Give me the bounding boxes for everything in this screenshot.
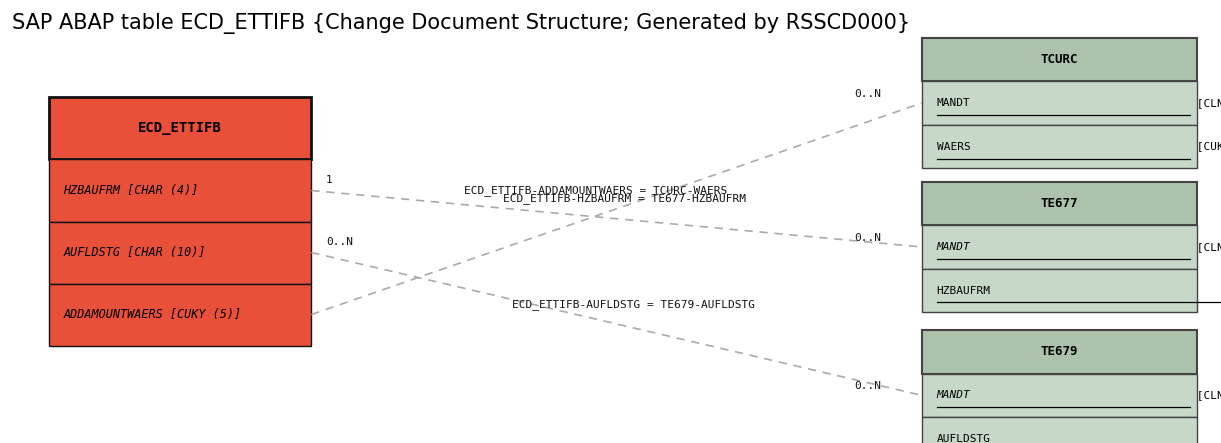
Text: MANDT: MANDT — [937, 242, 971, 252]
Text: MANDT: MANDT — [937, 390, 971, 400]
Text: 0..N: 0..N — [855, 381, 882, 391]
FancyBboxPatch shape — [922, 417, 1197, 443]
Text: ECD_ETTIFB-AUFLDSTG = TE679-AUFLDSTG: ECD_ETTIFB-AUFLDSTG = TE679-AUFLDSTG — [512, 299, 755, 310]
FancyBboxPatch shape — [922, 330, 1197, 373]
FancyBboxPatch shape — [49, 284, 311, 346]
Text: AUFLDSTG [CHAR (10)]: AUFLDSTG [CHAR (10)] — [63, 246, 206, 259]
Text: TE677: TE677 — [1040, 197, 1078, 210]
Text: 0..N: 0..N — [855, 89, 882, 99]
Text: [CUKY (5)]: [CUKY (5)] — [1190, 142, 1221, 152]
FancyBboxPatch shape — [922, 182, 1197, 225]
FancyBboxPatch shape — [922, 38, 1197, 81]
FancyBboxPatch shape — [49, 159, 311, 222]
Text: [CLNT (3)]: [CLNT (3)] — [1190, 98, 1221, 108]
FancyBboxPatch shape — [49, 222, 311, 284]
Text: WAERS: WAERS — [937, 142, 971, 152]
Text: HZBAUFRM [CHAR (4)]: HZBAUFRM [CHAR (4)] — [63, 184, 199, 197]
Text: [CLNT (3)]: [CLNT (3)] — [1190, 390, 1221, 400]
FancyBboxPatch shape — [922, 373, 1197, 417]
Text: TE679: TE679 — [1040, 345, 1078, 358]
Text: ECD_ETTIFB-ADDAMOUNTWAERS = TCURC-WAERS: ECD_ETTIFB-ADDAMOUNTWAERS = TCURC-WAERS — [464, 186, 728, 196]
Text: MANDT: MANDT — [937, 98, 971, 108]
FancyBboxPatch shape — [922, 269, 1197, 312]
FancyBboxPatch shape — [922, 225, 1197, 269]
Text: [CLNT (3)]: [CLNT (3)] — [1190, 242, 1221, 252]
Text: ADDAMOUNTWAERS [CUKY (5)]: ADDAMOUNTWAERS [CUKY (5)] — [63, 308, 242, 321]
Text: 0..N: 0..N — [855, 233, 882, 243]
Text: ECD_ETTIFB-HZBAUFRM = TE677-HZBAUFRM: ECD_ETTIFB-HZBAUFRM = TE677-HZBAUFRM — [503, 193, 746, 204]
Text: TCURC: TCURC — [1040, 53, 1078, 66]
Text: HZBAUFRM: HZBAUFRM — [937, 286, 990, 295]
Text: 0..N: 0..N — [326, 237, 353, 247]
Text: 1: 1 — [326, 175, 333, 185]
Text: ECD_ETTIFB: ECD_ETTIFB — [138, 121, 222, 136]
Text: AUFLDSTG: AUFLDSTG — [937, 434, 990, 443]
FancyBboxPatch shape — [922, 125, 1197, 168]
FancyBboxPatch shape — [49, 97, 311, 159]
FancyBboxPatch shape — [922, 81, 1197, 125]
Text: SAP ABAP table ECD_ETTIFB {Change Document Structure; Generated by RSSCD000}: SAP ABAP table ECD_ETTIFB {Change Docume… — [12, 13, 911, 34]
